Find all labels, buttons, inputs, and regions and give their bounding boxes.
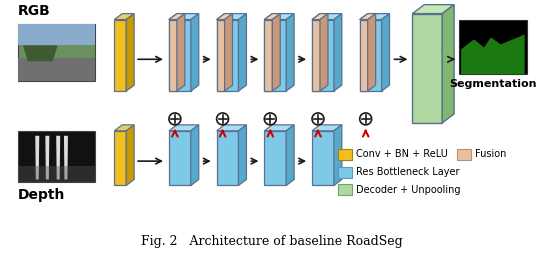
Text: Segmentation: Segmentation (449, 79, 536, 89)
Text: Fig. 2   Architecture of baseline RoadSeg: Fig. 2 Architecture of baseline RoadSeg (141, 235, 403, 248)
Polygon shape (64, 136, 68, 180)
Circle shape (359, 113, 372, 125)
Polygon shape (238, 14, 247, 91)
Text: Depth: Depth (18, 188, 65, 202)
Circle shape (312, 113, 324, 125)
Polygon shape (264, 125, 294, 131)
Polygon shape (169, 14, 185, 20)
Polygon shape (312, 20, 320, 91)
Polygon shape (177, 14, 185, 91)
Polygon shape (359, 14, 375, 20)
Polygon shape (381, 14, 390, 91)
Text: Fusion: Fusion (475, 149, 506, 159)
Polygon shape (216, 131, 238, 185)
Bar (338, 184, 352, 195)
Polygon shape (286, 125, 294, 185)
Text: RGB: RGB (18, 4, 50, 18)
Text: Conv + BN + ReLU: Conv + BN + ReLU (356, 149, 448, 159)
Polygon shape (169, 14, 199, 20)
Polygon shape (216, 20, 225, 91)
Polygon shape (216, 20, 238, 91)
Polygon shape (359, 20, 368, 91)
Polygon shape (115, 131, 126, 185)
Polygon shape (264, 20, 272, 91)
Polygon shape (169, 20, 191, 91)
Polygon shape (191, 125, 199, 185)
Polygon shape (264, 20, 286, 91)
Polygon shape (115, 20, 126, 91)
Polygon shape (272, 14, 280, 91)
Polygon shape (264, 131, 286, 185)
Polygon shape (368, 14, 375, 91)
Polygon shape (334, 125, 342, 185)
Polygon shape (115, 125, 134, 131)
Polygon shape (312, 14, 328, 20)
Polygon shape (18, 131, 95, 182)
Polygon shape (126, 14, 134, 91)
Polygon shape (18, 166, 95, 182)
Polygon shape (115, 14, 134, 20)
Polygon shape (459, 20, 527, 74)
Polygon shape (18, 58, 95, 81)
Polygon shape (238, 125, 247, 185)
Polygon shape (216, 125, 247, 131)
Polygon shape (359, 20, 381, 91)
Circle shape (216, 113, 229, 125)
Polygon shape (18, 24, 95, 45)
Polygon shape (225, 14, 232, 91)
Polygon shape (23, 45, 58, 61)
Bar (338, 167, 352, 178)
Polygon shape (18, 24, 95, 81)
Bar (457, 149, 471, 160)
Polygon shape (126, 125, 134, 185)
Polygon shape (169, 131, 191, 185)
Polygon shape (56, 136, 60, 180)
Polygon shape (359, 14, 390, 20)
Polygon shape (312, 125, 342, 131)
Polygon shape (35, 136, 39, 180)
Polygon shape (320, 14, 328, 91)
Polygon shape (334, 14, 342, 91)
Circle shape (169, 113, 181, 125)
Circle shape (264, 113, 276, 125)
Polygon shape (413, 5, 454, 14)
Polygon shape (264, 14, 294, 20)
Polygon shape (312, 131, 334, 185)
Polygon shape (461, 35, 524, 74)
Polygon shape (312, 14, 342, 20)
Polygon shape (169, 20, 177, 91)
Polygon shape (191, 14, 199, 91)
Polygon shape (286, 14, 294, 91)
Polygon shape (216, 14, 232, 20)
Text: Decoder + Unpooling: Decoder + Unpooling (356, 185, 460, 195)
Polygon shape (169, 125, 199, 131)
Polygon shape (216, 14, 247, 20)
Bar (338, 149, 352, 160)
Polygon shape (264, 14, 280, 20)
Polygon shape (413, 14, 442, 123)
Text: Res Bottleneck Layer: Res Bottleneck Layer (356, 167, 459, 177)
Polygon shape (312, 20, 334, 91)
Polygon shape (45, 136, 49, 180)
Polygon shape (442, 5, 454, 123)
